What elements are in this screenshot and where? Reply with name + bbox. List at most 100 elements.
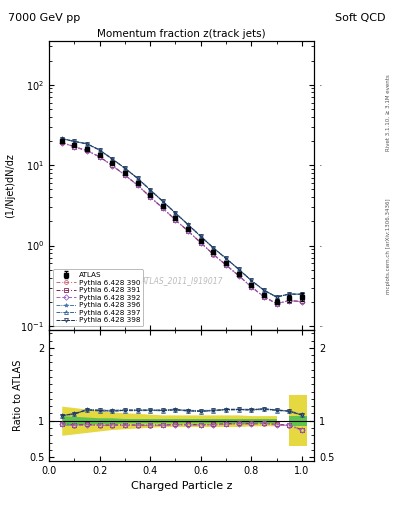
Pythia 6.428 396 [59,135,64,141]
Pythia 6.428 396 [84,141,89,147]
Pythia 6.428 390 [211,251,216,258]
Pythia 6.428 396 [97,147,102,153]
Pythia 6.428 397 [236,266,241,272]
Line: Pythia 6.428 391: Pythia 6.428 391 [60,140,304,306]
Pythia 6.428 390 [148,194,152,200]
Text: ATLAS_2011_I919017: ATLAS_2011_I919017 [141,276,223,285]
Pythia 6.428 392 [274,301,279,307]
Text: Rivet 3.1.10, ≥ 3.1M events: Rivet 3.1.10, ≥ 3.1M events [386,74,391,151]
Pythia 6.428 391 [59,139,64,145]
X-axis label: Charged Particle z: Charged Particle z [131,481,233,491]
Pythia 6.428 390 [135,182,140,188]
Pythia 6.428 398 [186,222,191,228]
Pythia 6.428 396 [198,233,203,239]
Pythia 6.428 392 [97,154,102,160]
Pythia 6.428 391 [173,217,178,223]
Pythia 6.428 398 [173,210,178,216]
Pythia 6.428 392 [287,297,292,304]
Pythia 6.428 397 [97,147,102,153]
Pythia 6.428 390 [274,301,279,307]
Pythia 6.428 398 [198,233,203,240]
Line: Pythia 6.428 397: Pythia 6.428 397 [60,137,304,299]
Pythia 6.428 392 [186,228,191,234]
Pythia 6.428 396 [211,245,216,251]
Pythia 6.428 398 [84,141,89,147]
Pythia 6.428 397 [173,210,178,216]
Pythia 6.428 397 [249,278,253,284]
Y-axis label: (1/Njet)dN/dz: (1/Njet)dN/dz [5,153,15,218]
Pythia 6.428 396 [123,165,127,171]
Pythia 6.428 397 [198,233,203,240]
Pythia 6.428 392 [261,293,266,300]
Pythia 6.428 398 [236,266,241,272]
Y-axis label: Ratio to ATLAS: Ratio to ATLAS [13,359,23,431]
Pythia 6.428 398 [274,294,279,300]
Pythia 6.428 390 [123,172,127,178]
Pythia 6.428 392 [198,240,203,246]
Pythia 6.428 398 [224,255,228,262]
Pythia 6.428 398 [211,245,216,251]
Pythia 6.428 391 [236,272,241,279]
Pythia 6.428 390 [72,144,77,150]
Pythia 6.428 398 [110,156,115,162]
Pythia 6.428 390 [173,217,178,223]
Pythia 6.428 390 [110,163,115,169]
Pythia 6.428 390 [59,140,64,146]
Pythia 6.428 396 [299,291,304,297]
Pythia 6.428 392 [110,163,115,169]
Pythia 6.428 391 [249,284,253,290]
Pythia 6.428 398 [148,187,152,193]
Pythia 6.428 397 [274,294,279,300]
Pythia 6.428 390 [261,294,266,300]
Pythia 6.428 398 [135,175,140,181]
Pythia 6.428 390 [198,240,203,246]
Pythia 6.428 396 [110,156,115,162]
Pythia 6.428 398 [97,147,102,153]
Pythia 6.428 392 [173,217,178,223]
Pythia 6.428 392 [224,262,228,268]
Pythia 6.428 392 [211,251,216,258]
Pythia 6.428 396 [261,287,266,293]
Pythia 6.428 390 [287,298,292,304]
Pythia 6.428 396 [148,186,152,193]
Pythia 6.428 390 [249,284,253,290]
Title: Momentum fraction z(track jets): Momentum fraction z(track jets) [97,29,266,39]
Pythia 6.428 397 [59,136,64,142]
Pythia 6.428 397 [135,176,140,182]
Pythia 6.428 398 [123,165,127,172]
Pythia 6.428 392 [249,284,253,290]
Pythia 6.428 391 [198,240,203,246]
Pythia 6.428 392 [148,194,152,200]
Pythia 6.428 392 [123,172,127,178]
Pythia 6.428 397 [110,156,115,162]
Pythia 6.428 392 [84,147,89,154]
Pythia 6.428 397 [299,291,304,297]
Pythia 6.428 397 [123,165,127,172]
Pythia 6.428 392 [135,182,140,188]
Pythia 6.428 398 [72,138,77,144]
Pythia 6.428 398 [160,198,165,204]
Pythia 6.428 397 [211,245,216,251]
Pythia 6.428 391 [123,172,127,178]
Pythia 6.428 396 [135,175,140,181]
Pythia 6.428 391 [287,297,292,304]
Text: mcplots.cern.ch [arXiv:1306.3436]: mcplots.cern.ch [arXiv:1306.3436] [386,198,391,293]
Pythia 6.428 398 [287,291,292,297]
Pythia 6.428 396 [274,294,279,300]
Pythia 6.428 390 [160,205,165,211]
Pythia 6.428 390 [84,148,89,154]
Pythia 6.428 397 [186,222,191,228]
Pythia 6.428 398 [261,287,266,293]
Pythia 6.428 391 [84,147,89,154]
Pythia 6.428 398 [59,136,64,142]
Line: Pythia 6.428 398: Pythia 6.428 398 [60,137,304,299]
Pythia 6.428 390 [236,273,241,279]
Pythia 6.428 397 [148,187,152,193]
Pythia 6.428 396 [224,255,228,261]
Pythia 6.428 390 [186,228,191,234]
Pythia 6.428 391 [224,262,228,268]
Pythia 6.428 391 [274,301,279,307]
Pythia 6.428 398 [299,291,304,297]
Pythia 6.428 397 [160,199,165,205]
Pythia 6.428 391 [72,143,77,150]
